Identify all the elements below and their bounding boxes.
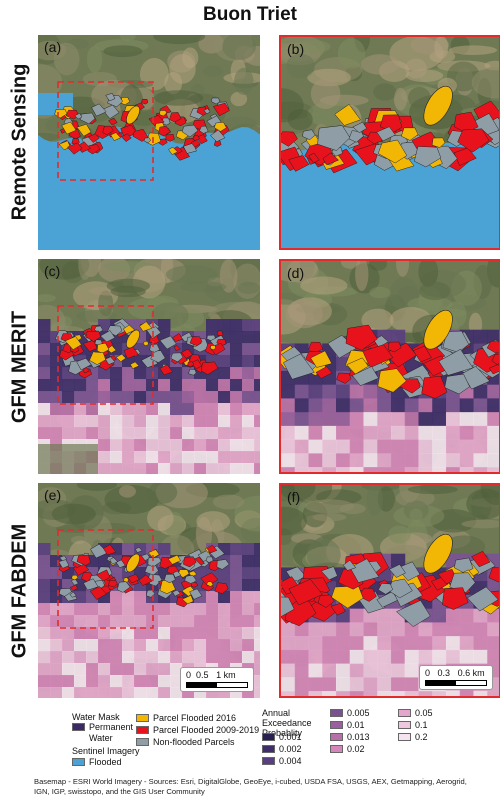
legend-item-permanent-water: Permanent Water (72, 722, 140, 744)
scale-bar-left: 0 0.5 1 km (180, 667, 254, 692)
panel-label: (b) (287, 41, 305, 57)
legend-item-parcel-2009-2019: Parcel Flooded 2009-2019 (136, 724, 259, 736)
legend-aep-title: Annual Exceedance Probablity (262, 708, 312, 738)
swatch-flooded (72, 758, 85, 766)
legend-parcels: Parcel Flooded 2016 Parcel Flooded 2009-… (136, 712, 259, 748)
map-canvas (38, 35, 260, 250)
figure-title: Buon Triet (203, 4, 297, 25)
map-panel-e: (e) 0 0.5 1 km (38, 483, 260, 698)
aep-swatch (262, 745, 275, 753)
map-panel-a: (a) (38, 35, 260, 250)
legend-aep-item: 0.2 (398, 731, 433, 743)
aep-swatch (398, 721, 411, 729)
panel-label: (d) (287, 265, 305, 281)
legend-item-non-flooded: Non-flooded Parcels (136, 736, 259, 748)
aep-swatch (398, 733, 411, 741)
legend-aep-col-2: 0.005 0.01 0.013 0.02 (330, 707, 370, 755)
swatch-parcel-2016 (136, 714, 149, 722)
aep-swatch (330, 745, 343, 753)
legend-aep-item: 0.02 (330, 743, 370, 755)
map-canvas (38, 259, 260, 474)
map-panel-f: (f) 0 0.3 0.6 km (279, 483, 500, 698)
panel-label: (e) (44, 487, 62, 503)
swatch-non-flooded (136, 738, 149, 746)
legend-aep-item: 0.013 (330, 731, 370, 743)
map-canvas (281, 261, 499, 472)
basemap-credit: Basemap - ESRI World Imagery - Sources: … (34, 777, 467, 796)
legend-aep-item: 0.05 (398, 707, 433, 719)
legend-water-mask: Water Mask Permanent Water Sentinel Imag… (72, 712, 140, 768)
aep-swatch (262, 757, 275, 765)
swatch-permanent-water (72, 723, 85, 731)
aep-swatch (262, 733, 275, 741)
map-canvas (281, 485, 499, 696)
aep-swatch (398, 709, 411, 717)
swatch-parcel-2009-2019 (136, 726, 149, 734)
map-canvas (38, 483, 260, 698)
legend-aep-item: 0.004 (262, 755, 302, 767)
legend-aep-item: 0.005 (330, 707, 370, 719)
legend-item-flooded: Flooded (72, 756, 140, 768)
legend-aep-item: 0.1 (398, 719, 433, 731)
legend-aep-item: 0.002 (262, 743, 302, 755)
scale-bar-right: 0 0.3 0.6 km (419, 665, 493, 690)
map-panel-d: (d) (279, 259, 500, 474)
map-canvas (281, 37, 499, 248)
panel-label: (f) (287, 489, 301, 505)
panel-label: (a) (44, 39, 62, 55)
aep-swatch (330, 721, 343, 729)
aep-swatch (330, 733, 343, 741)
map-panel-c: (c) (38, 259, 260, 474)
legend-item-parcel-2016: Parcel Flooded 2016 (136, 712, 259, 724)
legend-aep: Annual Exceedance Probablity (262, 708, 342, 738)
legend-aep-item: 0.01 (330, 719, 370, 731)
legend-aep-item: 0.001 (262, 731, 302, 743)
legend-aep-col-1: 0.001 0.002 0.004 (262, 731, 302, 767)
legend-water-mask-title: Water Mask (72, 712, 120, 722)
aep-swatch (330, 709, 343, 717)
legend-sentinel-title: Sentinel Imagery (72, 746, 140, 756)
map-panel-b: (b) (279, 35, 500, 250)
legend-aep-col-3: 0.05 0.1 0.2 (398, 707, 433, 743)
panel-label: (c) (44, 263, 61, 279)
